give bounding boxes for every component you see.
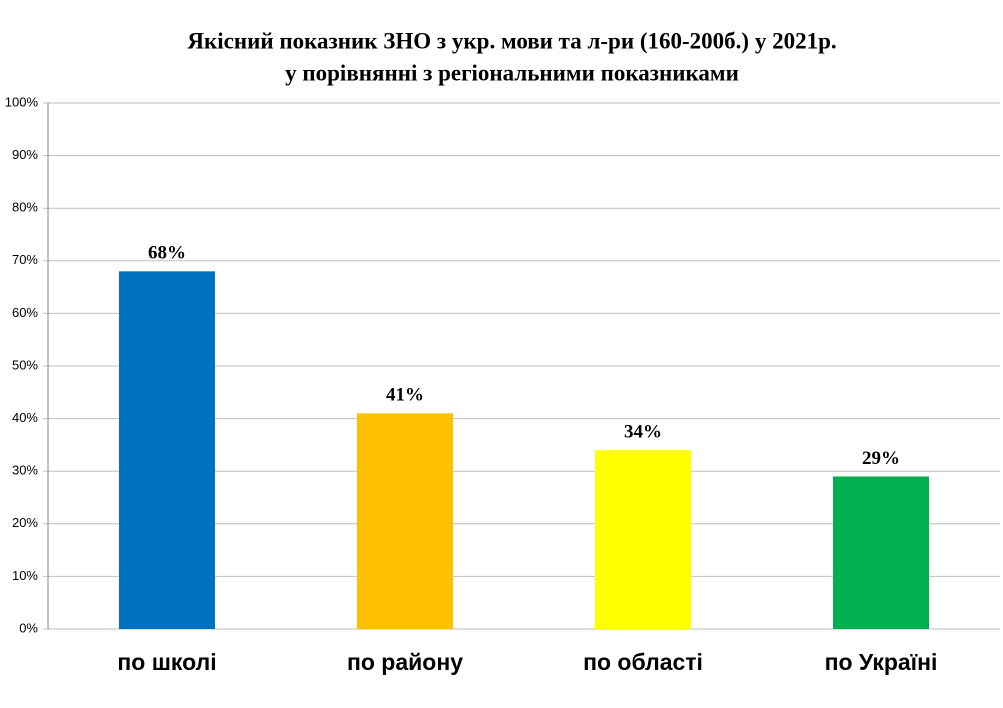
bar bbox=[595, 450, 691, 629]
y-tick-label: 50% bbox=[12, 357, 38, 372]
y-tick-label: 10% bbox=[12, 568, 38, 583]
bar bbox=[119, 271, 215, 629]
y-tick-label: 60% bbox=[12, 305, 38, 320]
y-tick-label: 0% bbox=[19, 620, 38, 635]
x-tick-label: по області bbox=[583, 649, 703, 675]
y-tick-label: 70% bbox=[12, 252, 38, 267]
y-tick-label: 20% bbox=[12, 515, 38, 530]
value-label: 29% bbox=[862, 448, 900, 469]
y-tick-label: 30% bbox=[12, 463, 38, 478]
y-tick-label: 80% bbox=[12, 200, 38, 215]
value-label: 41% bbox=[386, 385, 424, 406]
x-tick-label: по Україні bbox=[825, 649, 938, 675]
x-tick-label: по школі bbox=[117, 649, 216, 675]
chart-subtitle: у порівнянні з регіональними показниками bbox=[285, 60, 739, 85]
value-label: 68% bbox=[148, 243, 186, 264]
bar bbox=[833, 476, 929, 629]
value-label: 34% bbox=[624, 422, 662, 443]
y-tick-label: 90% bbox=[12, 147, 38, 162]
y-tick-label: 100% bbox=[5, 94, 39, 109]
y-tick-label: 40% bbox=[12, 410, 38, 425]
bar bbox=[357, 413, 453, 629]
chart-title: Якісний показник ЗНО з укр. мови та л-ри… bbox=[187, 28, 836, 53]
x-tick-label: по району bbox=[347, 649, 463, 675]
